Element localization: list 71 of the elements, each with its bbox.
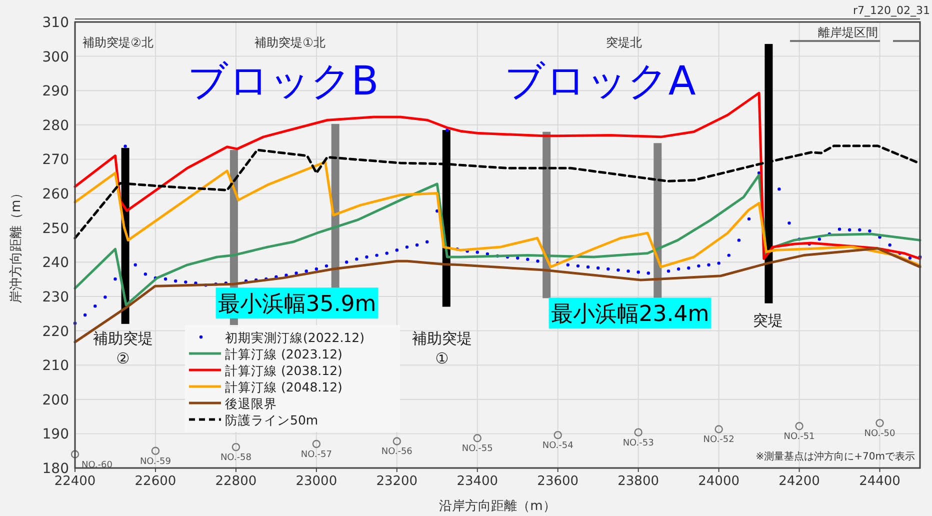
y-tick-label: 200: [42, 392, 69, 408]
annotation: 補助突堤②北: [82, 35, 154, 50]
y-tick-label: 180: [42, 461, 69, 477]
bar: [654, 143, 662, 298]
point: [392, 437, 402, 446]
x-tick-label: 24000: [698, 474, 740, 489]
annotation: NO.-53: [622, 438, 654, 448]
x-tick-label: 23000: [296, 474, 338, 489]
point: [70, 450, 80, 458]
point: [876, 418, 884, 428]
legend-label: 後退限界: [225, 396, 277, 411]
y-axis-title: 岸沖方向距離（m）: [8, 186, 24, 304]
legend-label: 計算汀線 (2023.12): [225, 346, 342, 362]
point: [312, 440, 321, 448]
annotation: 補助突堤 ①: [412, 329, 472, 368]
x-tick-label: 23800: [618, 474, 660, 489]
x-tick-label: 24200: [778, 474, 820, 489]
annotation: 突堤北: [606, 35, 642, 50]
legend-label: 初期実測汀線(2022.12): [225, 330, 364, 345]
y-tick-label: 260: [42, 186, 69, 203]
y-tick-label: 290: [42, 84, 69, 100]
annotation: ブロックB: [187, 58, 379, 104]
x-tick-label: 23400: [456, 474, 498, 489]
x-tick-label: 23600: [537, 474, 579, 489]
point: [473, 434, 482, 442]
annotation: 最小浜幅35.9m: [218, 292, 376, 317]
point: [714, 425, 723, 434]
annotation: ※測量基点は沖方向に+70mで表示: [756, 450, 915, 463]
x-axis-title: 沿岸方向距離（m）: [439, 498, 556, 514]
legend-label: 防護ライン50m: [225, 412, 318, 428]
y-tick-label: 280: [42, 118, 69, 134]
text: r7_120_02_31: [852, 4, 930, 17]
x-tick-label: 23200: [376, 474, 418, 489]
annotation: NO.-55: [462, 444, 493, 454]
annotation: NO.-50: [864, 429, 896, 440]
x-tick-label: 22800: [215, 474, 257, 489]
annotation: 最小浜幅23.4m: [550, 302, 710, 327]
annotation: NO.-57: [300, 450, 332, 460]
x-tick-label: 22600: [134, 474, 176, 489]
y-tick-label: 220: [42, 324, 69, 340]
point: [151, 446, 160, 455]
line-series: [74, 160, 922, 268]
point: [795, 422, 804, 430]
annotation: NO.-54: [542, 441, 574, 452]
x-tick-label: 24400: [859, 474, 900, 489]
annotation: 補助突堤 ②: [93, 329, 153, 368]
point: [634, 428, 642, 436]
point: [554, 430, 562, 440]
annotation: ブロックA: [504, 58, 696, 104]
annotation: NO.-51: [784, 432, 815, 442]
y-tick-label: 270: [42, 152, 69, 168]
legend-label: 計算汀線 (2038.12): [225, 363, 342, 378]
annotation: 離岸堤区間: [818, 25, 878, 40]
y-tick-label: 230: [42, 289, 69, 306]
bar: [331, 124, 340, 290]
bar: [542, 132, 551, 298]
y-tick-label: 300: [42, 49, 69, 66]
y-tick-label: 240: [42, 255, 69, 272]
annotation: 突堤: [753, 311, 783, 330]
annotation: NO.-56: [381, 447, 413, 458]
y-tick-label: 210: [42, 358, 69, 374]
annotation: NO.-59: [140, 456, 172, 467]
annotation: NO.-52: [703, 435, 734, 446]
y-tick-label: 310: [42, 15, 69, 31]
annotation: 補助突堤①北: [254, 35, 326, 50]
point: [232, 442, 240, 452]
y-tick-label: 190: [42, 426, 69, 443]
y-tick-label: 250: [42, 220, 69, 237]
annotation: NO.-58: [220, 453, 252, 464]
x-tick-label: 22400: [54, 474, 96, 489]
legend-label: 計算汀線 (2048.12): [225, 380, 342, 394]
